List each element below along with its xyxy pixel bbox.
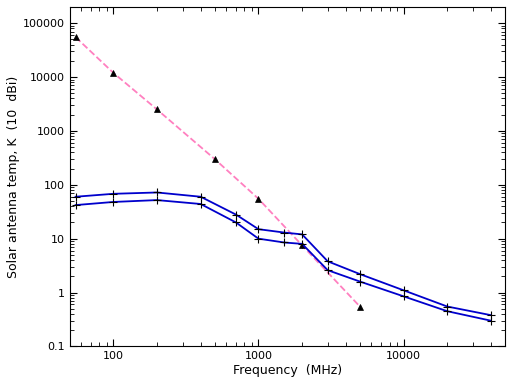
Y-axis label: Solar antenna temp, K  (10  dBi): Solar antenna temp, K (10 dBi): [7, 76, 20, 278]
X-axis label: Frequency  (MHz): Frequency (MHz): [233, 364, 342, 377]
